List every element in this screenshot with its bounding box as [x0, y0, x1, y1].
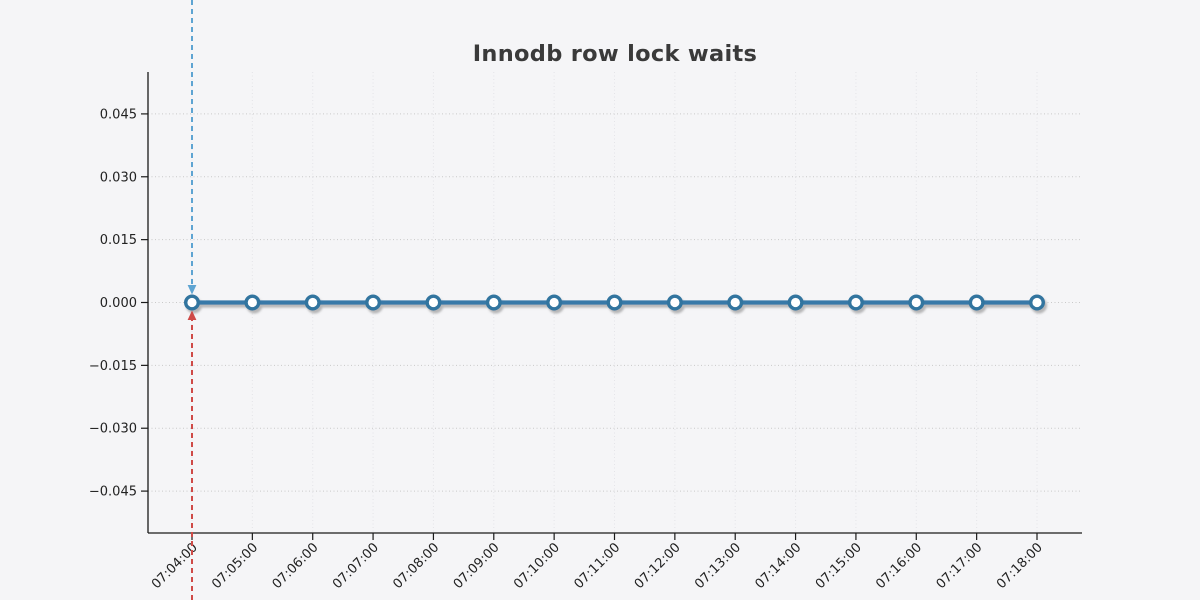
x-tick-label: 07:17:00: [934, 540, 986, 592]
data-point-marker: [365, 294, 382, 311]
x-tick-label: 07:05:00: [209, 540, 261, 592]
x-tick-label: 07:15:00: [813, 540, 865, 592]
data-point-marker: [727, 294, 744, 311]
data-point-marker: [244, 294, 261, 311]
data-point-marker: [425, 294, 442, 311]
arrow-down-head: [187, 285, 197, 295]
data-point-marker: [908, 294, 925, 311]
x-tick-label: 07:18:00: [994, 540, 1046, 592]
x-tick-label: 07:14:00: [753, 540, 805, 592]
data-point-marker: [787, 294, 804, 311]
data-point-marker: [606, 294, 623, 311]
x-tick-label: 07:10:00: [511, 540, 563, 592]
data-point-marker: [304, 294, 321, 311]
x-tick-label: 07:12:00: [632, 540, 684, 592]
x-tick-label: 07:16:00: [873, 540, 925, 592]
x-tick-label: 07:11:00: [571, 540, 623, 592]
data-point-marker: [847, 294, 864, 311]
chart-title: Innodb row lock waits: [472, 41, 758, 67]
data-point-marker: [968, 294, 985, 311]
data-series: [183, 294, 1045, 311]
x-tick-label: 07:07:00: [330, 540, 382, 592]
x-tick-label: 07:04:00: [149, 540, 201, 592]
annotations: [187, 0, 197, 600]
y-tick-label: 0.030: [100, 170, 137, 185]
x-axis-ticks: 07:04:00 07:05:00 07:06:00 07:07:00 07:08:00…: [149, 533, 1046, 592]
data-point-marker: [183, 294, 200, 311]
y-tick-label: −0.015: [89, 359, 137, 374]
data-point-marker: [666, 294, 683, 311]
y-tick-label: 0.015: [100, 233, 137, 248]
x-tick-label: 07:13:00: [692, 540, 744, 592]
y-axis-ticks: 0.045 0.030 0.015 0.000 −0.015 −0.030 −0.045: [89, 107, 148, 500]
x-tick-label: 07:06:00: [270, 540, 322, 592]
data-point-marker: [1028, 294, 1045, 311]
data-point-marker: [485, 294, 502, 311]
y-tick-label: −0.045: [89, 485, 137, 500]
x-tick-label: 07:09:00: [451, 540, 503, 592]
y-tick-label: 0.000: [100, 296, 137, 311]
y-tick-label: −0.030: [89, 422, 137, 437]
data-point-marker: [546, 294, 563, 311]
arrow-up-head: [187, 310, 197, 320]
y-tick-label: 0.045: [100, 107, 137, 122]
x-tick-label: 07:08:00: [390, 540, 442, 592]
